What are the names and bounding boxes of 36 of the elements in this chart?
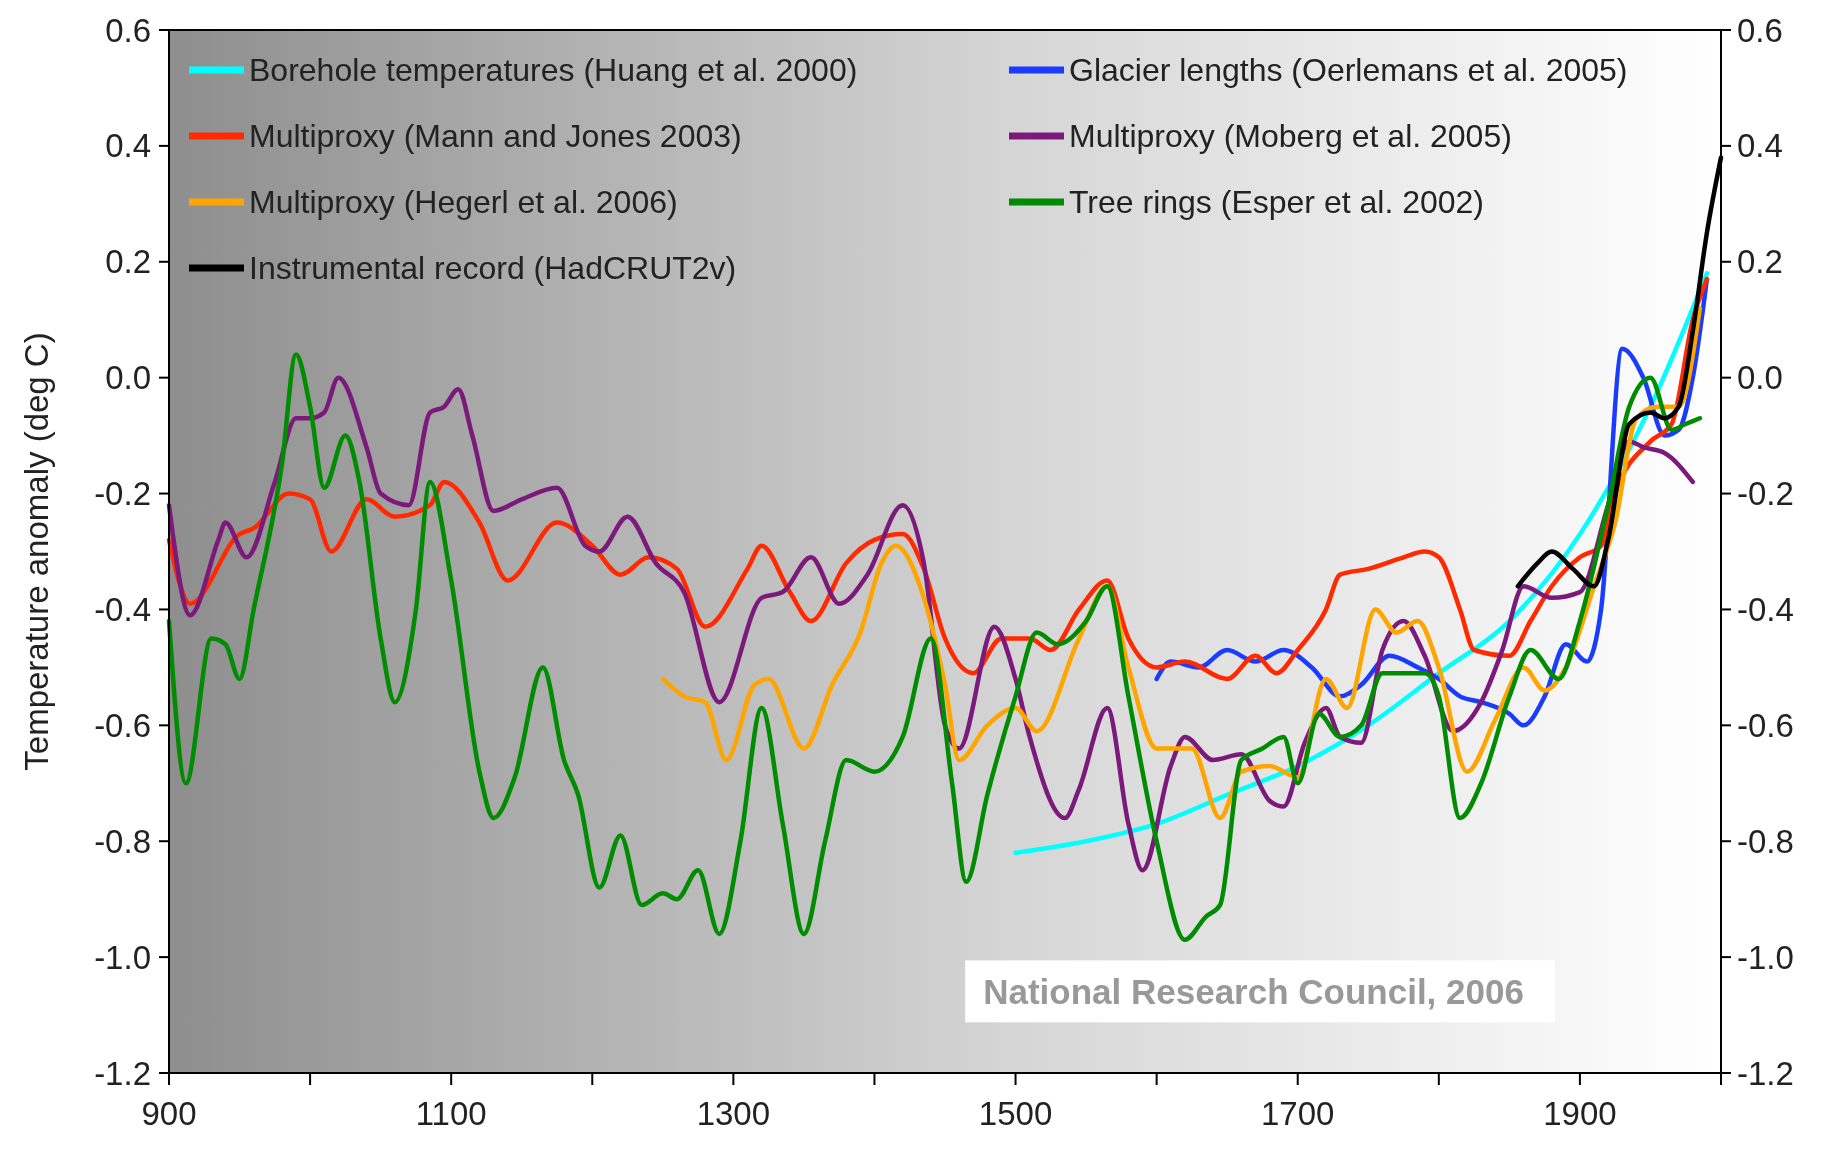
x-tick-label: 1700	[1261, 1095, 1335, 1132]
x-tick-label: 1300	[696, 1095, 771, 1132]
y-tick-label: 0.4	[105, 127, 151, 165]
x-tick-label: 1100	[415, 1095, 487, 1132]
legend-label: Tree rings (Esper et al. 2002)	[1069, 184, 1484, 221]
x-tick-label: 1900	[1543, 1095, 1617, 1132]
legend-label: Multiproxy (Hegerl et al. 2006)	[249, 184, 678, 221]
legend-label: Multiproxy (Mann and Jones 2003)	[249, 118, 742, 155]
y-tick-label: -0.6	[94, 706, 151, 744]
y-tick-label: -0.8	[94, 822, 151, 860]
y-tick-label: -1.2	[94, 1054, 151, 1092]
y-tick-label: -0.2	[94, 475, 151, 513]
y2-tick-label: -0.6	[1737, 706, 1794, 744]
y-tick-label: 0.6	[105, 11, 151, 49]
y-tick-label: 0.2	[105, 243, 151, 281]
legend-label: Multiproxy (Moberg et al. 2005)	[1069, 118, 1512, 155]
legend-label: Instrumental record (HadCRUT2v)	[249, 250, 737, 287]
y2-tick-label: -1.2	[1737, 1054, 1794, 1092]
y2-tick-label: 0.0	[1737, 359, 1783, 397]
y-tick-label: -0.4	[94, 590, 151, 628]
annotation: National Research Council, 2006	[983, 971, 1524, 1011]
line-series	[166, 352, 1703, 942]
y2-tick-label: -0.2	[1737, 475, 1794, 513]
y-axis-title: Temperature anomaly (deg C)	[18, 332, 55, 771]
y2-tick-label: 0.2	[1737, 243, 1783, 281]
y2-tick-label: -0.8	[1737, 822, 1794, 860]
x-tick-label: 1500	[978, 1095, 1053, 1132]
legend-label: Glacier lengths (Oerlemans et al. 2005)	[1069, 52, 1628, 89]
y-tick-label: -1.0	[94, 938, 151, 976]
y-tick-label: 0.0	[105, 359, 151, 397]
y2-tick-label: -1.0	[1737, 938, 1794, 976]
y2-tick-label: 0.6	[1737, 11, 1783, 49]
x-tick-label: 900	[141, 1095, 197, 1132]
y2-tick-label: -0.4	[1737, 590, 1794, 628]
legend-label: Borehole temperatures (Huang et al. 2000)	[249, 52, 858, 89]
y2-tick-label: 0.4	[1737, 127, 1783, 165]
